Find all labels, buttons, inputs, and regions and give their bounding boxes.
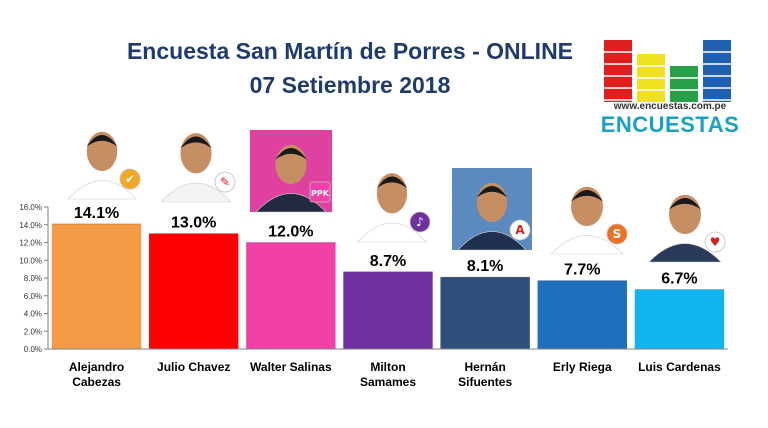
logo-name: ENCUESTAS	[600, 112, 740, 137]
candidate-photo-hernan-sifuentes-icon: A	[452, 168, 532, 251]
logo-url: www.encuestas.com.pe	[613, 101, 727, 112]
y-tick-label: 0.0%	[24, 345, 42, 354]
bar	[634, 289, 725, 349]
photo-shoulders	[160, 182, 232, 203]
candidate-photo-julio-chavez-icon: ✎	[155, 118, 237, 203]
photo-hair	[376, 176, 408, 189]
data-label: 12.0%	[268, 224, 313, 241]
photo-shoulders	[457, 231, 527, 251]
y-tick-label: 10.0%	[19, 256, 42, 265]
photo-hair	[571, 190, 603, 202]
photo-hair	[669, 198, 701, 210]
x-tick-label: Walter Salinas	[250, 360, 332, 374]
logo-bar	[670, 66, 698, 102]
photo-hair	[86, 135, 118, 147]
bar	[246, 242, 336, 349]
party-logo-mark: ✎	[220, 175, 230, 189]
data-label: 8.7%	[370, 253, 406, 270]
data-label: 14.1%	[74, 205, 119, 222]
candidate-photo-alejandro-cabezas-icon: ✔	[62, 117, 142, 200]
party-logo-icon	[606, 223, 628, 245]
y-tick-label: 14.0%	[19, 221, 42, 230]
party-logo-mark: ♪	[416, 215, 424, 229]
x-tick-label: Hernán	[464, 360, 505, 374]
party-logo-mark: ♥	[710, 235, 721, 249]
data-label: 6.7%	[661, 271, 697, 288]
party-logo-icon	[509, 219, 531, 241]
photo-shoulders	[550, 235, 624, 255]
x-tick-label: Cabezas	[72, 375, 121, 389]
data-label: 13.0%	[171, 215, 216, 232]
y-tick-label: 2.0%	[24, 327, 42, 336]
y-tick-label: 6.0%	[24, 292, 42, 301]
party-logo-icon	[214, 171, 236, 193]
x-tick-label: Sifuentes	[458, 375, 512, 389]
bar	[51, 223, 142, 349]
candidate-photo-milton-samames-icon: ♪	[352, 158, 432, 243]
chart-subtitle-date: 07 Setiembre 2018	[249, 72, 451, 98]
logo-bar	[604, 40, 632, 102]
bar	[343, 271, 433, 349]
y-tick-label: 4.0%	[24, 310, 42, 319]
party-logo-icon	[704, 231, 726, 253]
x-tick-label: Alejandro	[69, 360, 124, 374]
party-logo-icon	[409, 211, 431, 233]
candidate-photo-walter-salinas-icon: PPK	[250, 130, 332, 213]
bar	[537, 280, 627, 349]
photo-shoulders	[648, 243, 722, 263]
x-tick-label: Luis Cardenas	[638, 360, 721, 374]
x-tick-label: Samames	[360, 375, 416, 389]
photo-hair	[180, 136, 212, 149]
candidate-photo-luis-cardenas-icon: ♥	[643, 180, 727, 263]
bar	[149, 233, 239, 349]
photo-shoulders	[255, 193, 327, 213]
party-logo-mark: ✔	[125, 172, 135, 186]
party-logo-icon	[309, 181, 331, 203]
party-logo-mark: PPK	[311, 189, 330, 198]
photo-hair	[476, 186, 508, 198]
data-label: 7.7%	[564, 262, 600, 279]
candidate-photo-erly-riega-icon: S	[545, 172, 629, 255]
encuestas-logo-icon	[604, 40, 731, 102]
photo-hair	[275, 148, 307, 160]
party-logo-mark: A	[515, 223, 525, 237]
photo-shoulders	[67, 180, 137, 200]
data-label: 8.1%	[467, 258, 503, 275]
party-logo-icon	[119, 168, 141, 190]
party-logo-mark: S	[613, 227, 622, 241]
x-tick-label: Julio Chavez	[157, 360, 230, 374]
x-tick-label: Milton	[370, 360, 405, 374]
chart-title: Encuesta San Martín de Porres - ONLINE	[126, 38, 574, 64]
bar	[440, 277, 530, 349]
x-tick-label: Erly Riega	[553, 360, 612, 374]
photo-shoulders	[357, 222, 427, 243]
y-tick-label: 8.0%	[24, 274, 42, 283]
y-tick-label: 16.0%	[19, 203, 42, 212]
logo-bar	[703, 40, 731, 102]
y-tick-label: 12.0%	[19, 239, 42, 248]
